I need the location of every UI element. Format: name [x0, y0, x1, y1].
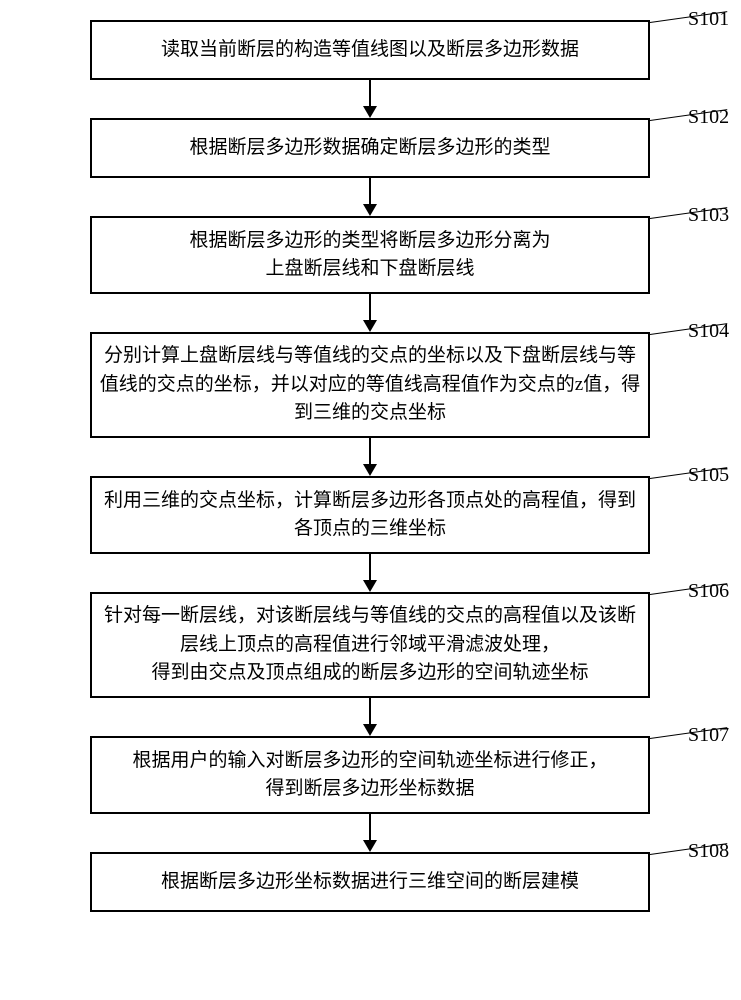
- step-text: 值线的交点的坐标，并以对应的等值线高程值作为交点的z值，得: [100, 371, 640, 400]
- flow-arrow: [90, 178, 650, 216]
- step-text: 根据断层多边形数据确定断层多边形的类型: [189, 134, 550, 163]
- flow-arrow: [90, 294, 650, 332]
- step-box-s105: 利用三维的交点坐标，计算断层多边形各顶点处的高程值，得到各顶点的三维坐标: [90, 476, 650, 554]
- step-box-s102: 根据断层多边形数据确定断层多边形的类型: [90, 118, 650, 178]
- flow-arrow: [90, 80, 650, 118]
- step-box-s108: 根据断层多边形坐标数据进行三维空间的断层建模: [90, 852, 650, 912]
- step-text: 分别计算上盘断层线与等值线的交点的坐标以及下盘断层线与等: [104, 342, 636, 371]
- step-text: 到三维的交点坐标: [294, 399, 446, 428]
- step-box-s104: 分别计算上盘断层线与等值线的交点的坐标以及下盘断层线与等值线的交点的坐标，并以对…: [90, 332, 650, 438]
- step-text: 上盘断层线和下盘断层线: [265, 255, 474, 284]
- step-text: 得到由交点及顶点组成的断层多边形的空间轨迹坐标: [151, 659, 588, 688]
- step-box-s103: 根据断层多边形的类型将断层多边形分离为上盘断层线和下盘断层线: [90, 216, 650, 294]
- step-text: 读取当前断层的构造等值线图以及断层多边形数据: [161, 36, 579, 65]
- flow-arrow: [90, 814, 650, 852]
- flow-arrow: [90, 698, 650, 736]
- step-box-s106: 针对每一断层线，对该断层线与等值线的交点的高程值以及该断层线上顶点的高程值进行邻…: [90, 592, 650, 698]
- flowchart-container: 读取当前断层的构造等值线图以及断层多边形数据根据断层多边形数据确定断层多边形的类…: [50, 20, 690, 912]
- step-text: 利用三维的交点坐标，计算断层多边形各顶点处的高程值，得到: [104, 487, 636, 516]
- step-box-s107: 根据用户的输入对断层多边形的空间轨迹坐标进行修正，得到断层多边形坐标数据: [90, 736, 650, 814]
- step-text: 各顶点的三维坐标: [294, 515, 446, 544]
- step-text: 根据断层多边形坐标数据进行三维空间的断层建模: [161, 868, 579, 897]
- step-text: 得到断层多边形坐标数据: [265, 775, 474, 804]
- step-text: 层线上顶点的高程值进行邻域平滑滤波处理，: [180, 631, 560, 660]
- step-text: 根据用户的输入对断层多边形的空间轨迹坐标进行修正，: [132, 747, 607, 776]
- step-text: 针对每一断层线，对该断层线与等值线的交点的高程值以及该断: [104, 602, 636, 631]
- step-text: 根据断层多边形的类型将断层多边形分离为: [189, 227, 550, 256]
- step-box-s101: 读取当前断层的构造等值线图以及断层多边形数据: [90, 20, 650, 80]
- flow-arrow: [90, 438, 650, 476]
- flow-arrow: [90, 554, 650, 592]
